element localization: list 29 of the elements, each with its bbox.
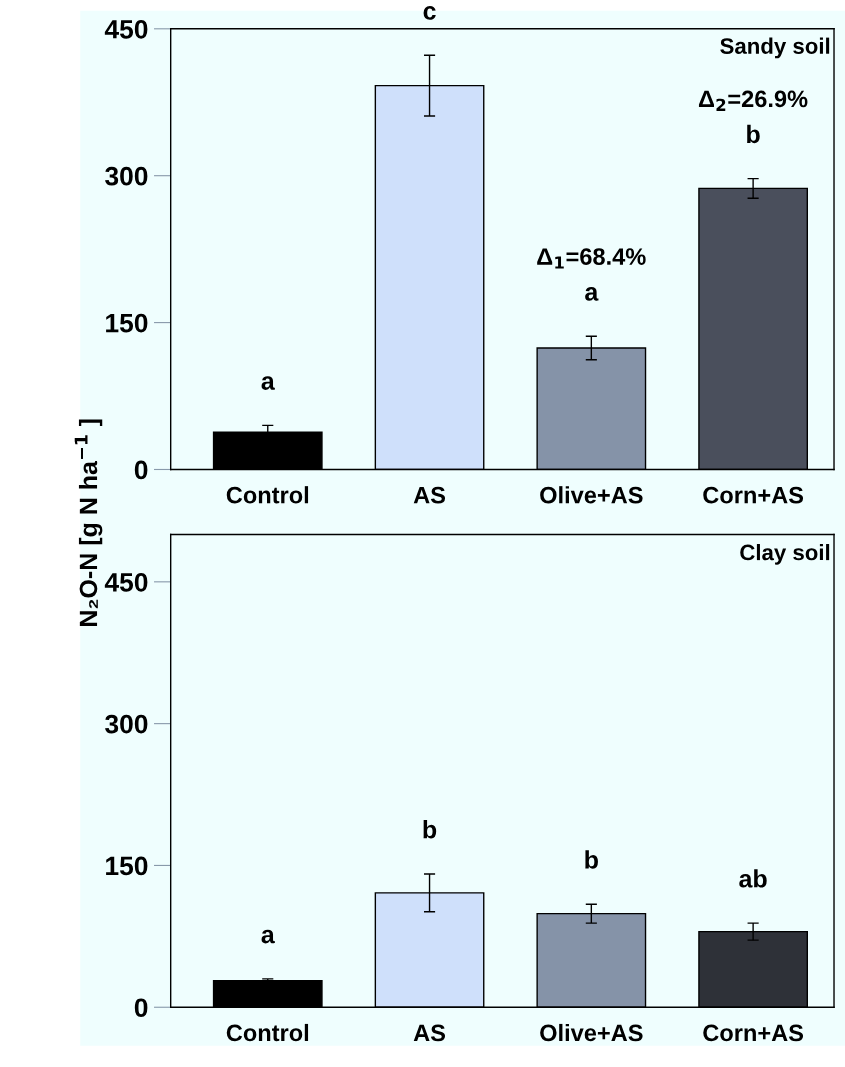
x-tick-label: Control [226, 486, 309, 504]
x-tick-label: AS [413, 486, 446, 504]
data-label: a [585, 287, 599, 301]
x-tick-label: Olive+AS [540, 1023, 643, 1042]
data-label: a [261, 376, 275, 390]
data-label: b [585, 850, 598, 869]
x-tick-label: AS [413, 1024, 446, 1042]
x-tick-label: Control [226, 1023, 309, 1042]
y-tick-label: 300 [105, 166, 148, 186]
data-label: c [423, 6, 436, 20]
y-tick-label: 450 [104, 19, 148, 39]
y-axis-title: N₂O-N [g N ha$^{−1}$ ] [74, 419, 103, 627]
y-tick-label: 0 [134, 998, 148, 1018]
annotation: Δ$_{1}$=68.4% [537, 248, 646, 269]
x-tick-label: Corn+AS [703, 1024, 804, 1042]
data-label: b [423, 820, 437, 839]
y-tick-label: 450 [104, 572, 148, 592]
x-tick-label: Corn+AS [703, 486, 804, 504]
chart-title: Sandy soil [720, 37, 830, 59]
data-label: b [747, 124, 760, 144]
y-tick-label: 150 [106, 313, 148, 333]
data-label: ab [739, 869, 767, 888]
x-tick-label: Olive+AS [540, 486, 643, 504]
y-tick-label: 150 [106, 856, 148, 876]
data-label: a [261, 929, 275, 944]
chart-title: Clay soil [740, 544, 830, 565]
annotation: Δ$_{2}$=26.9% [698, 90, 808, 111]
y-tick-label: 300 [105, 714, 148, 734]
y-tick-label: 0 [134, 460, 148, 480]
